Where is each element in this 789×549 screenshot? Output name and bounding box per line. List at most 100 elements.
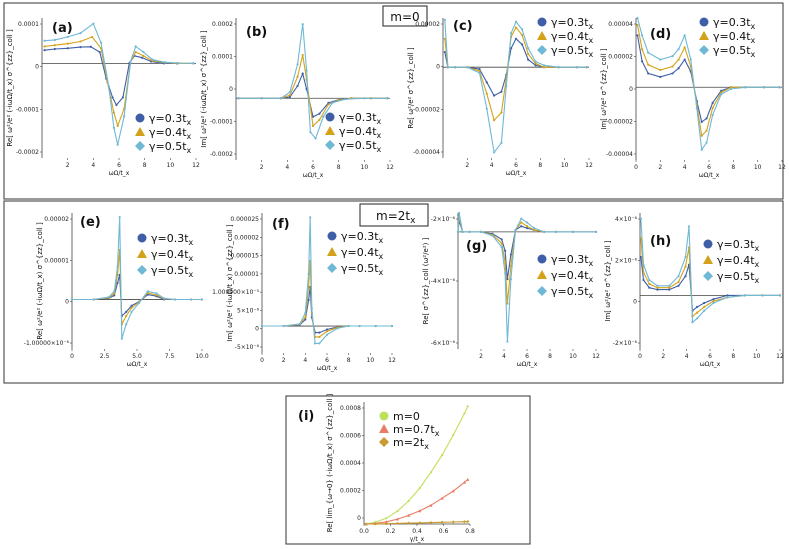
data-point <box>534 62 537 65</box>
legend-marker-triangle <box>137 249 147 258</box>
data-point <box>313 342 317 345</box>
data-point <box>192 62 195 65</box>
x-tick-label: 6 <box>311 164 315 171</box>
data-point <box>347 324 350 328</box>
data-point <box>107 85 110 88</box>
data-point <box>116 281 119 285</box>
y-axis-label: Im[ ω²/e² (-iωΩ/t_x) σ^{zz}_coll ] <box>226 224 234 342</box>
data-point <box>454 66 457 69</box>
data-point <box>98 50 101 54</box>
y-tick-label: 5×10⁻⁶ <box>237 307 260 314</box>
svg-text:m=2tx: m=2tx <box>376 209 416 226</box>
data-point <box>506 340 509 343</box>
data-point <box>311 124 315 128</box>
data-point <box>500 141 503 144</box>
panel-c: 2 4 6 8 10 12 0.00002 0 -0.00002 -0.00004 ωΩ/t_x Re… <box>407 16 594 177</box>
legend-label: γ=0.4tx <box>151 248 194 263</box>
data-point <box>237 97 240 100</box>
data-point <box>418 521 422 525</box>
x-tick-label: 10 <box>753 353 761 360</box>
data-point <box>636 23 639 27</box>
row3-frame <box>285 395 531 545</box>
data-point <box>385 517 388 520</box>
data-point <box>461 230 464 233</box>
series-line-2 <box>444 19 587 154</box>
data-point <box>668 284 671 287</box>
data-point <box>407 513 411 517</box>
legend-label: γ=0.5tx <box>339 139 382 154</box>
legend-label: γ=0.4tx <box>551 269 594 284</box>
data-point <box>89 45 92 48</box>
x-tick-label: 6 <box>325 357 329 364</box>
panel-a: 2 4 6 8 10 12 0.0001 0 -0.0001 -0.0002 ωΩ/t_x Re[ ω… <box>6 18 200 177</box>
legend-marker-circle <box>537 254 547 264</box>
data-point <box>92 22 95 25</box>
y-tick-label: 0.000015 <box>230 253 259 260</box>
y-tick-label: 0.00002 <box>415 21 440 28</box>
data-point <box>304 318 307 321</box>
data-point <box>440 496 444 500</box>
legend-label: γ=0.3tx <box>339 111 382 126</box>
data-point <box>527 52 530 56</box>
data-point <box>514 37 518 40</box>
data-point <box>66 35 69 39</box>
data-point <box>443 37 446 40</box>
data-point <box>343 98 347 101</box>
data-point <box>534 60 537 63</box>
data-point <box>677 275 680 278</box>
x-tick-label: 0.6 <box>439 528 449 535</box>
data-point <box>640 48 644 51</box>
x-tick-label: 4 <box>303 357 307 364</box>
data-point <box>520 33 524 37</box>
data-point <box>525 225 529 228</box>
y-tick-label: 4×10⁻⁶ <box>615 216 638 223</box>
legend-label: γ=0.3tx <box>341 230 384 245</box>
data-point <box>594 230 598 233</box>
data-point <box>542 64 546 67</box>
data-point <box>656 284 659 287</box>
legend-marker-diamond <box>537 45 547 55</box>
data-point <box>726 296 729 299</box>
y-tick-label: 0.0002 <box>212 21 233 28</box>
data-point <box>176 61 180 65</box>
data-point <box>683 34 686 37</box>
legend-marker-circle <box>135 113 145 123</box>
data-point <box>525 227 529 230</box>
y-tick-label: 0.00002 <box>234 234 259 241</box>
data-point <box>463 412 466 415</box>
data-point <box>456 230 460 233</box>
data-point <box>554 230 557 233</box>
x-tick-label: 10 <box>569 353 577 360</box>
x-tick-label: 2 <box>661 353 665 360</box>
x-tick-label: 8 <box>337 164 341 171</box>
legend-label: γ=0.4tx <box>717 254 760 269</box>
x-tick-label: 6 <box>117 162 121 169</box>
data-point <box>138 301 141 304</box>
y-tick-label: 0.00001 <box>234 271 259 278</box>
y-tick-label: 0 <box>357 515 361 522</box>
y-tick-label: 0.00002 <box>44 216 69 223</box>
data-point <box>373 522 377 526</box>
data-point <box>309 216 312 219</box>
data-point <box>504 261 507 264</box>
data-point <box>703 301 706 305</box>
legend-marker-triangle <box>537 31 547 40</box>
data-point <box>443 18 446 21</box>
row1-label-box: m=0 <box>382 5 428 27</box>
data-point <box>327 103 330 106</box>
legend-marker-diamond <box>135 141 145 151</box>
data-point <box>451 520 455 524</box>
x-tick-label: 8 <box>731 353 735 360</box>
data-point <box>125 323 128 326</box>
data-point <box>116 143 119 146</box>
data-point <box>318 331 321 334</box>
data-point <box>689 58 692 61</box>
data-point <box>407 499 410 503</box>
y-tick-label: 1.000000×10⁻⁵ <box>212 289 259 296</box>
data-point <box>485 92 488 95</box>
data-point <box>506 278 509 281</box>
y-tick-label: 0.0006 <box>340 433 361 440</box>
legend-marker-triangle <box>537 270 547 279</box>
data-point <box>493 119 496 122</box>
legend-label: γ=0.4tx <box>713 30 756 45</box>
